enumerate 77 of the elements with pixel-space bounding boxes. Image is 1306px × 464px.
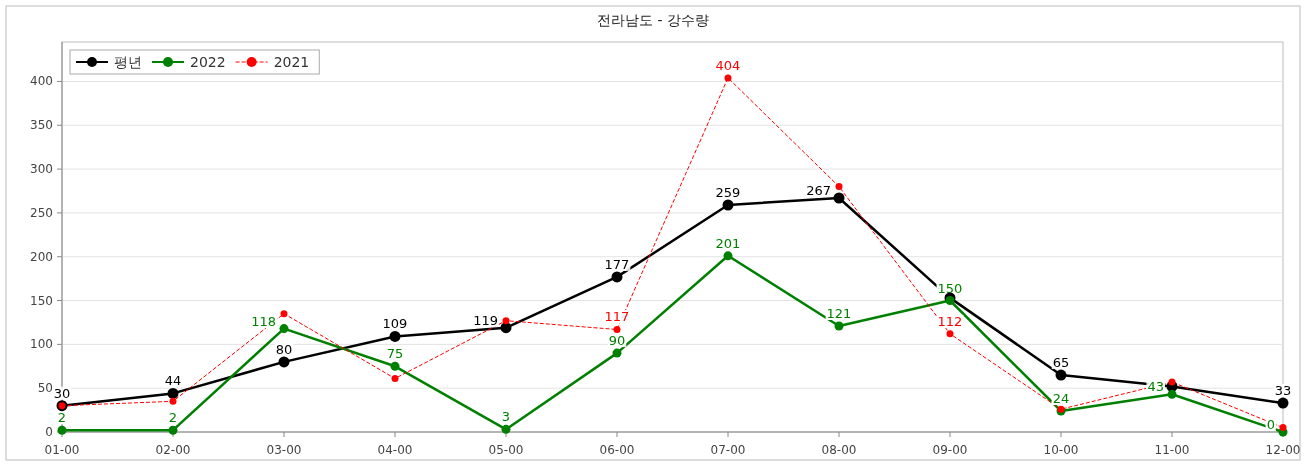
point: [502, 317, 510, 325]
data-label: 112: [937, 313, 963, 329]
x-tick-label: 01-00: [44, 443, 80, 457]
data-label: 119: [473, 312, 498, 328]
point: [613, 325, 621, 333]
data-label: 177: [604, 256, 630, 272]
data-label: 90: [608, 333, 626, 349]
data-label: 33: [1274, 383, 1292, 399]
point: [611, 271, 623, 283]
x-tick-label: 05-00: [488, 443, 524, 457]
point: [389, 330, 401, 342]
x-tick-label: 10-00: [1043, 443, 1079, 457]
data-label: 150: [937, 280, 963, 296]
y-tick-label: 50: [37, 381, 53, 396]
y-tick-label: 250: [30, 205, 53, 220]
data-label: 75: [386, 346, 404, 362]
data-label: 80: [275, 341, 293, 357]
point: [612, 348, 622, 358]
data-label: 117: [604, 309, 630, 325]
legend-label: 2022: [190, 54, 226, 70]
legend-label: 2021: [273, 54, 310, 70]
x-tick-label: 03-00: [266, 443, 302, 457]
data-label: 109: [382, 316, 408, 332]
point: [167, 387, 179, 399]
point: [391, 375, 399, 383]
point: [501, 424, 511, 434]
data-label: 2: [168, 410, 178, 426]
data-label: 118: [251, 313, 276, 329]
point: [280, 310, 288, 318]
point: [390, 361, 400, 371]
y-tick-label: 400: [30, 74, 53, 89]
data-label: 43: [1147, 379, 1164, 395]
data-label: 3: [501, 409, 511, 425]
x-tick-label: 11-00: [1154, 443, 1190, 457]
data-label: 267: [806, 183, 831, 198]
point: [945, 296, 955, 306]
point: [724, 74, 732, 82]
point: [1168, 378, 1176, 386]
point: [1167, 389, 1177, 399]
point: [169, 397, 177, 405]
y-tick-label: 150: [30, 293, 53, 308]
data-label: 404: [715, 57, 741, 73]
point: [1055, 369, 1067, 381]
x-tick-label: 12-00: [1265, 443, 1301, 457]
data-label: 24: [1052, 390, 1070, 406]
point: [1277, 397, 1289, 409]
chart-title: 전라남도 - 강수량: [597, 12, 709, 28]
point: [835, 183, 843, 191]
point: [723, 251, 733, 261]
data-label: 259: [715, 185, 741, 201]
y-tick-label: 100: [30, 337, 53, 352]
x-tick-label: 02-00: [155, 443, 191, 457]
data-label: 0: [1266, 417, 1275, 432]
point: [833, 192, 845, 204]
x-tick-label: 09-00: [932, 443, 968, 457]
data-label: 44: [164, 373, 182, 389]
y-tick-label: 350: [30, 118, 53, 133]
legend-label: 평년: [114, 54, 142, 70]
y-tick-label: 300: [30, 162, 53, 177]
data-label: 201: [715, 235, 741, 251]
x-tick-label: 06-00: [599, 443, 635, 457]
data-label: 2: [57, 410, 67, 426]
point: [722, 199, 734, 211]
point: [946, 330, 954, 338]
point: [1279, 424, 1287, 432]
point: [168, 425, 178, 435]
x-tick-label: 08-00: [821, 443, 857, 457]
x-tick-label: 07-00: [710, 443, 746, 457]
point: [279, 324, 289, 334]
data-label: 121: [826, 305, 852, 321]
data-label: 65: [1052, 355, 1070, 371]
x-tick-label: 04-00: [377, 443, 413, 457]
y-tick-label: 200: [30, 249, 53, 264]
point: [278, 356, 290, 368]
y-tick-label: 0: [45, 425, 53, 439]
data-label: 30: [53, 385, 71, 401]
point: [834, 321, 844, 331]
